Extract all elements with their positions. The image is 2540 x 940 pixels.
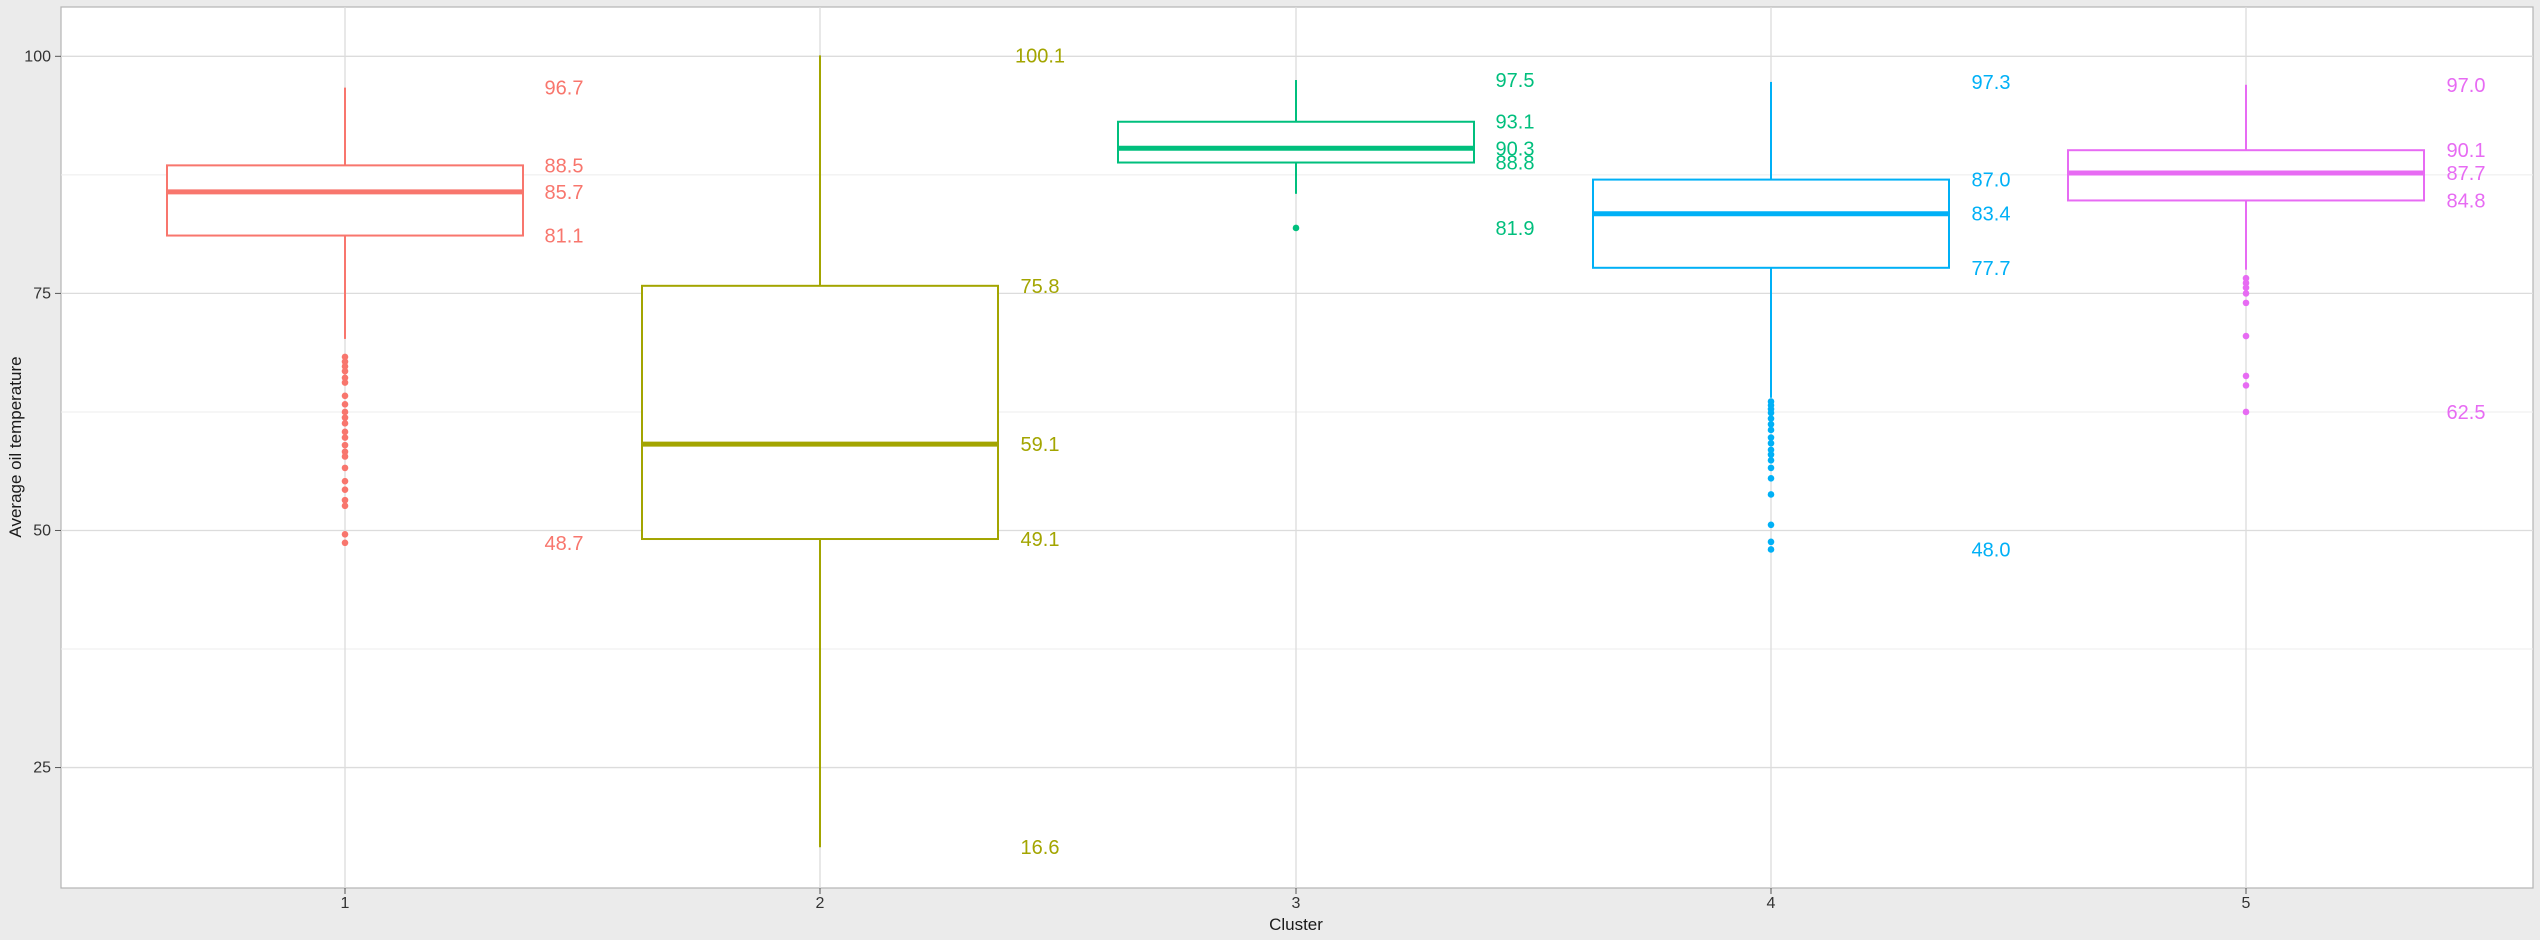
value-label: 75.8 [1021,276,1060,298]
outlier-point [341,434,349,441]
x-axis-title: Cluster [1269,915,1323,934]
outlier-point [341,379,349,386]
box-iqr [1117,120,1475,164]
outlier-point [1767,464,1775,472]
value-label: 97.3 [1972,72,2011,94]
box-series [166,55,2425,848]
value-label: 77.7 [1972,258,2011,280]
y-axis-ticks: 25 50 75 100 [24,48,61,777]
value-label: 81.9 [1496,218,1535,240]
box-cluster-1 [166,87,524,339]
outlier-point [341,464,349,472]
box-iqr [1592,178,1950,269]
value-label: 88.5 [545,155,584,177]
value-label: 87.7 [2447,163,2486,185]
value-labels: 96.7 88.5 85.7 81.1 48.7 100.1 75.8 59.1 49.1 16.… [545,45,2486,859]
outlier-point [341,441,349,449]
outlier-point [341,367,349,375]
outlier-point [341,486,349,494]
value-label: 85.7 [545,182,584,204]
outlier-point [1767,457,1775,464]
x-axis-ticks: 1 2 3 4 5 [341,888,2251,912]
value-label: 97.0 [2447,75,2486,97]
outlier-points [341,224,2250,553]
value-label: 81.1 [545,226,584,248]
outlier-point [341,363,349,370]
outlier-point [1767,415,1775,422]
outlier-point [2242,408,2250,416]
outlier-point [341,477,349,485]
value-label: 83.4 [1972,204,2011,226]
outlier-point [341,358,349,365]
box-cluster-4 [1592,81,1950,398]
y-tick-label: 75 [33,285,51,302]
outlier-point [1767,451,1775,458]
box-iqr [166,164,524,237]
outlier-point [2242,299,2250,307]
x-tick-label: 2 [816,895,825,912]
outlier-point [2242,372,2250,380]
value-label: 59.1 [1021,434,1060,456]
outlier-point [2242,284,2250,292]
outlier-point [341,496,349,504]
outlier-point [1767,446,1775,454]
outlier-point [2242,279,2250,287]
x-tick-label: 3 [1292,895,1301,912]
outlier-point [341,539,349,547]
outlier-point [341,401,349,408]
x-tick-label: 4 [1767,895,1776,912]
outlier-point [341,420,349,427]
outlier-point [1767,538,1775,546]
outlier-point [1767,546,1775,553]
value-label: 90.1 [2447,140,2486,162]
value-label: 49.1 [1021,529,1060,551]
outlier-point [341,414,349,421]
value-label: 97.5 [1496,70,1535,92]
outlier-point [1767,420,1775,428]
box-cluster-3 [1117,80,1475,194]
value-label: 62.5 [2447,402,2486,424]
y-tick-label: 25 [33,760,51,777]
outlier-point [2242,274,2250,282]
y-tick-label: 100 [24,48,51,65]
value-label: 88.8 [1496,153,1535,175]
box-iqr [641,284,999,541]
value-label: 100.1 [1015,45,1065,67]
value-label: 84.8 [2447,190,2486,212]
outlier-point [341,530,349,538]
outlier-point [341,448,349,456]
y-axis-title: Average oil temperature [6,356,25,537]
outlier-point [1292,224,1300,232]
outlier-point [341,428,349,436]
outlier-point [341,353,349,361]
outlier-point [1767,426,1775,434]
outlier-point [1767,521,1775,529]
value-label: 48.7 [545,533,584,555]
outlier-point [1767,439,1775,447]
box-cluster-5 [2067,84,2425,270]
box-cluster-2 [641,55,999,848]
outlier-point [341,453,349,460]
x-tick-label: 5 [2242,895,2251,912]
value-label: 96.7 [545,78,584,100]
outlier-point [341,374,349,382]
outlier-point [1767,434,1775,441]
outlier-point [341,392,349,400]
x-tick-label: 1 [341,895,350,912]
outlier-point [2242,332,2250,340]
outlier-point [2242,290,2250,297]
value-label: 48.0 [1972,539,2011,561]
outlier-point [2242,382,2250,389]
value-label: 87.0 [1972,170,2011,192]
y-tick-label: 50 [33,522,51,539]
outlier-point [341,502,349,510]
value-label: 93.1 [1496,112,1535,134]
outlier-point [1767,409,1775,417]
outlier-point [1767,475,1775,482]
value-label: 16.6 [1021,837,1060,859]
value-label: 90.3 [1496,138,1535,160]
outlier-point [341,408,349,416]
outlier-point [1767,491,1775,498]
